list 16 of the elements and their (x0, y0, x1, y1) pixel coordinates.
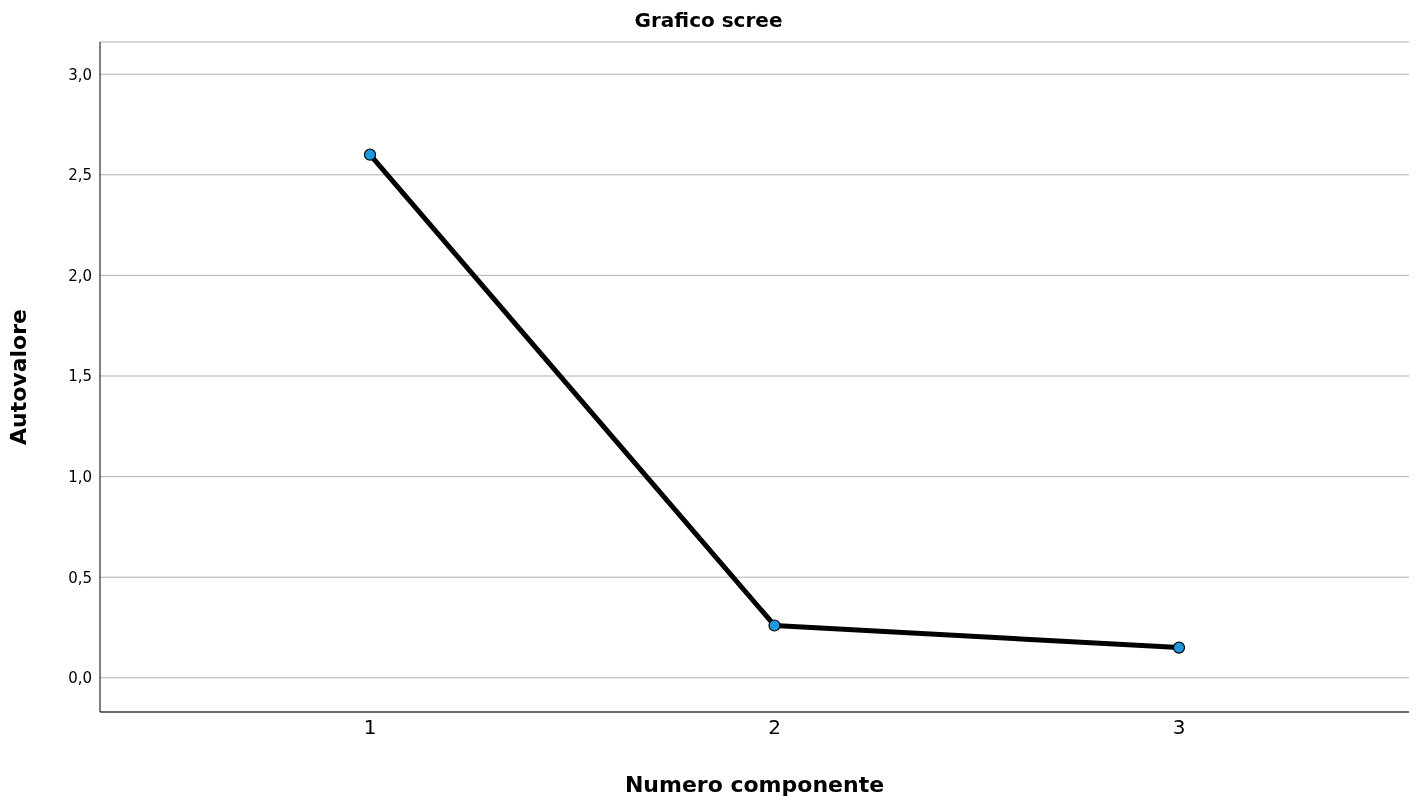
y-tick-label: 1,5 (68, 367, 92, 386)
x-tick-label: 2 (768, 715, 781, 740)
y-axis-title: Autovalore (5, 309, 31, 445)
y-tick-label: 0,5 (68, 568, 92, 587)
y-tick-label: 3,0 (68, 65, 92, 84)
point (768, 619, 781, 632)
y-tick-label: 2,5 (68, 166, 92, 185)
y-tick-label: 1,0 (68, 467, 92, 486)
chart-title: Grafico scree (633, 8, 784, 32)
y-tick-label: 2,0 (68, 266, 92, 285)
x-tick-label: 1 (363, 715, 377, 740)
y-tick-label: 0,0 (68, 669, 92, 688)
point (1172, 641, 1186, 654)
point (363, 148, 377, 161)
x-tick-label: 3 (1172, 715, 1186, 740)
x-axis-title: Numero componente (624, 772, 885, 797)
